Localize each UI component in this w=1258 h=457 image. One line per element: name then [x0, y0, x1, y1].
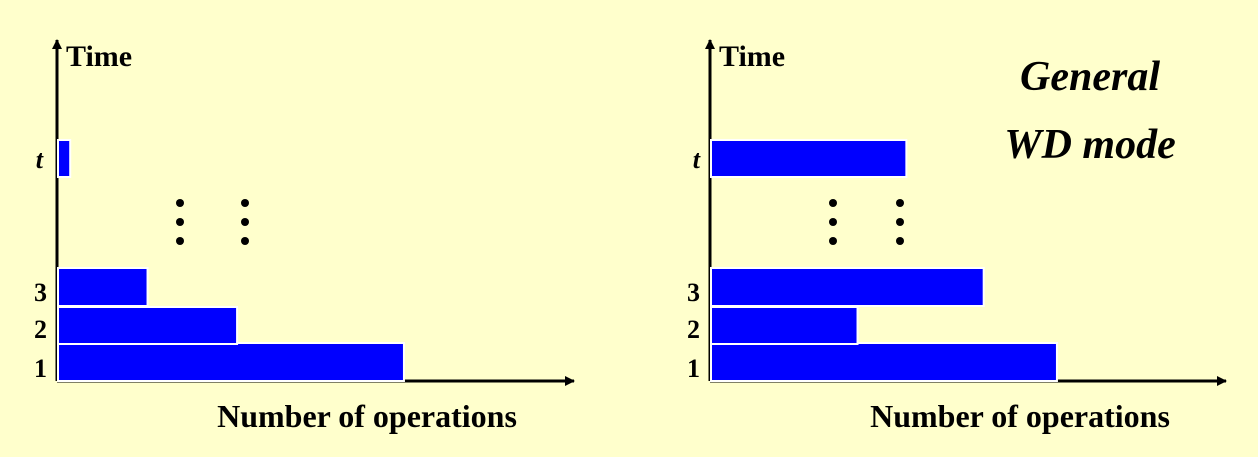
bar-row-t — [57, 139, 72, 178]
y-axis-label: Time — [66, 40, 132, 73]
annotation-line-1: General — [1020, 54, 1160, 100]
row-label-3: 3 — [34, 278, 47, 307]
row-label-2: 2 — [687, 315, 700, 344]
ellipsis-dots — [829, 199, 904, 245]
panel-1: Time Number of operations 1 2 3 t — [34, 39, 575, 434]
x-axis-label: Number of operations — [217, 398, 517, 434]
panel-2: Time Number of operations 1 2 3 t — [687, 39, 1227, 434]
row-label-3: 3 — [687, 278, 700, 307]
bar-row-1 — [710, 342, 1058, 382]
annotation-line-2: WD mode — [1004, 122, 1176, 168]
bar-row-2 — [710, 306, 859, 345]
bar-row-t — [710, 139, 908, 178]
bar-row-1 — [57, 342, 405, 382]
x-axis-label: Number of operations — [870, 398, 1170, 434]
bar-row-3 — [710, 267, 985, 307]
row-label-2: 2 — [34, 315, 47, 344]
bar-row-3 — [57, 267, 149, 307]
bar-row-2 — [57, 306, 239, 345]
mode-annotation: General WD mode — [1004, 54, 1176, 168]
ellipsis-dots — [176, 199, 249, 245]
row-label-t: t — [36, 145, 44, 174]
row-label-1: 1 — [687, 354, 700, 383]
row-label-t: t — [693, 145, 701, 174]
y-axis-label: Time — [719, 40, 785, 73]
row-label-1: 1 — [34, 354, 47, 383]
